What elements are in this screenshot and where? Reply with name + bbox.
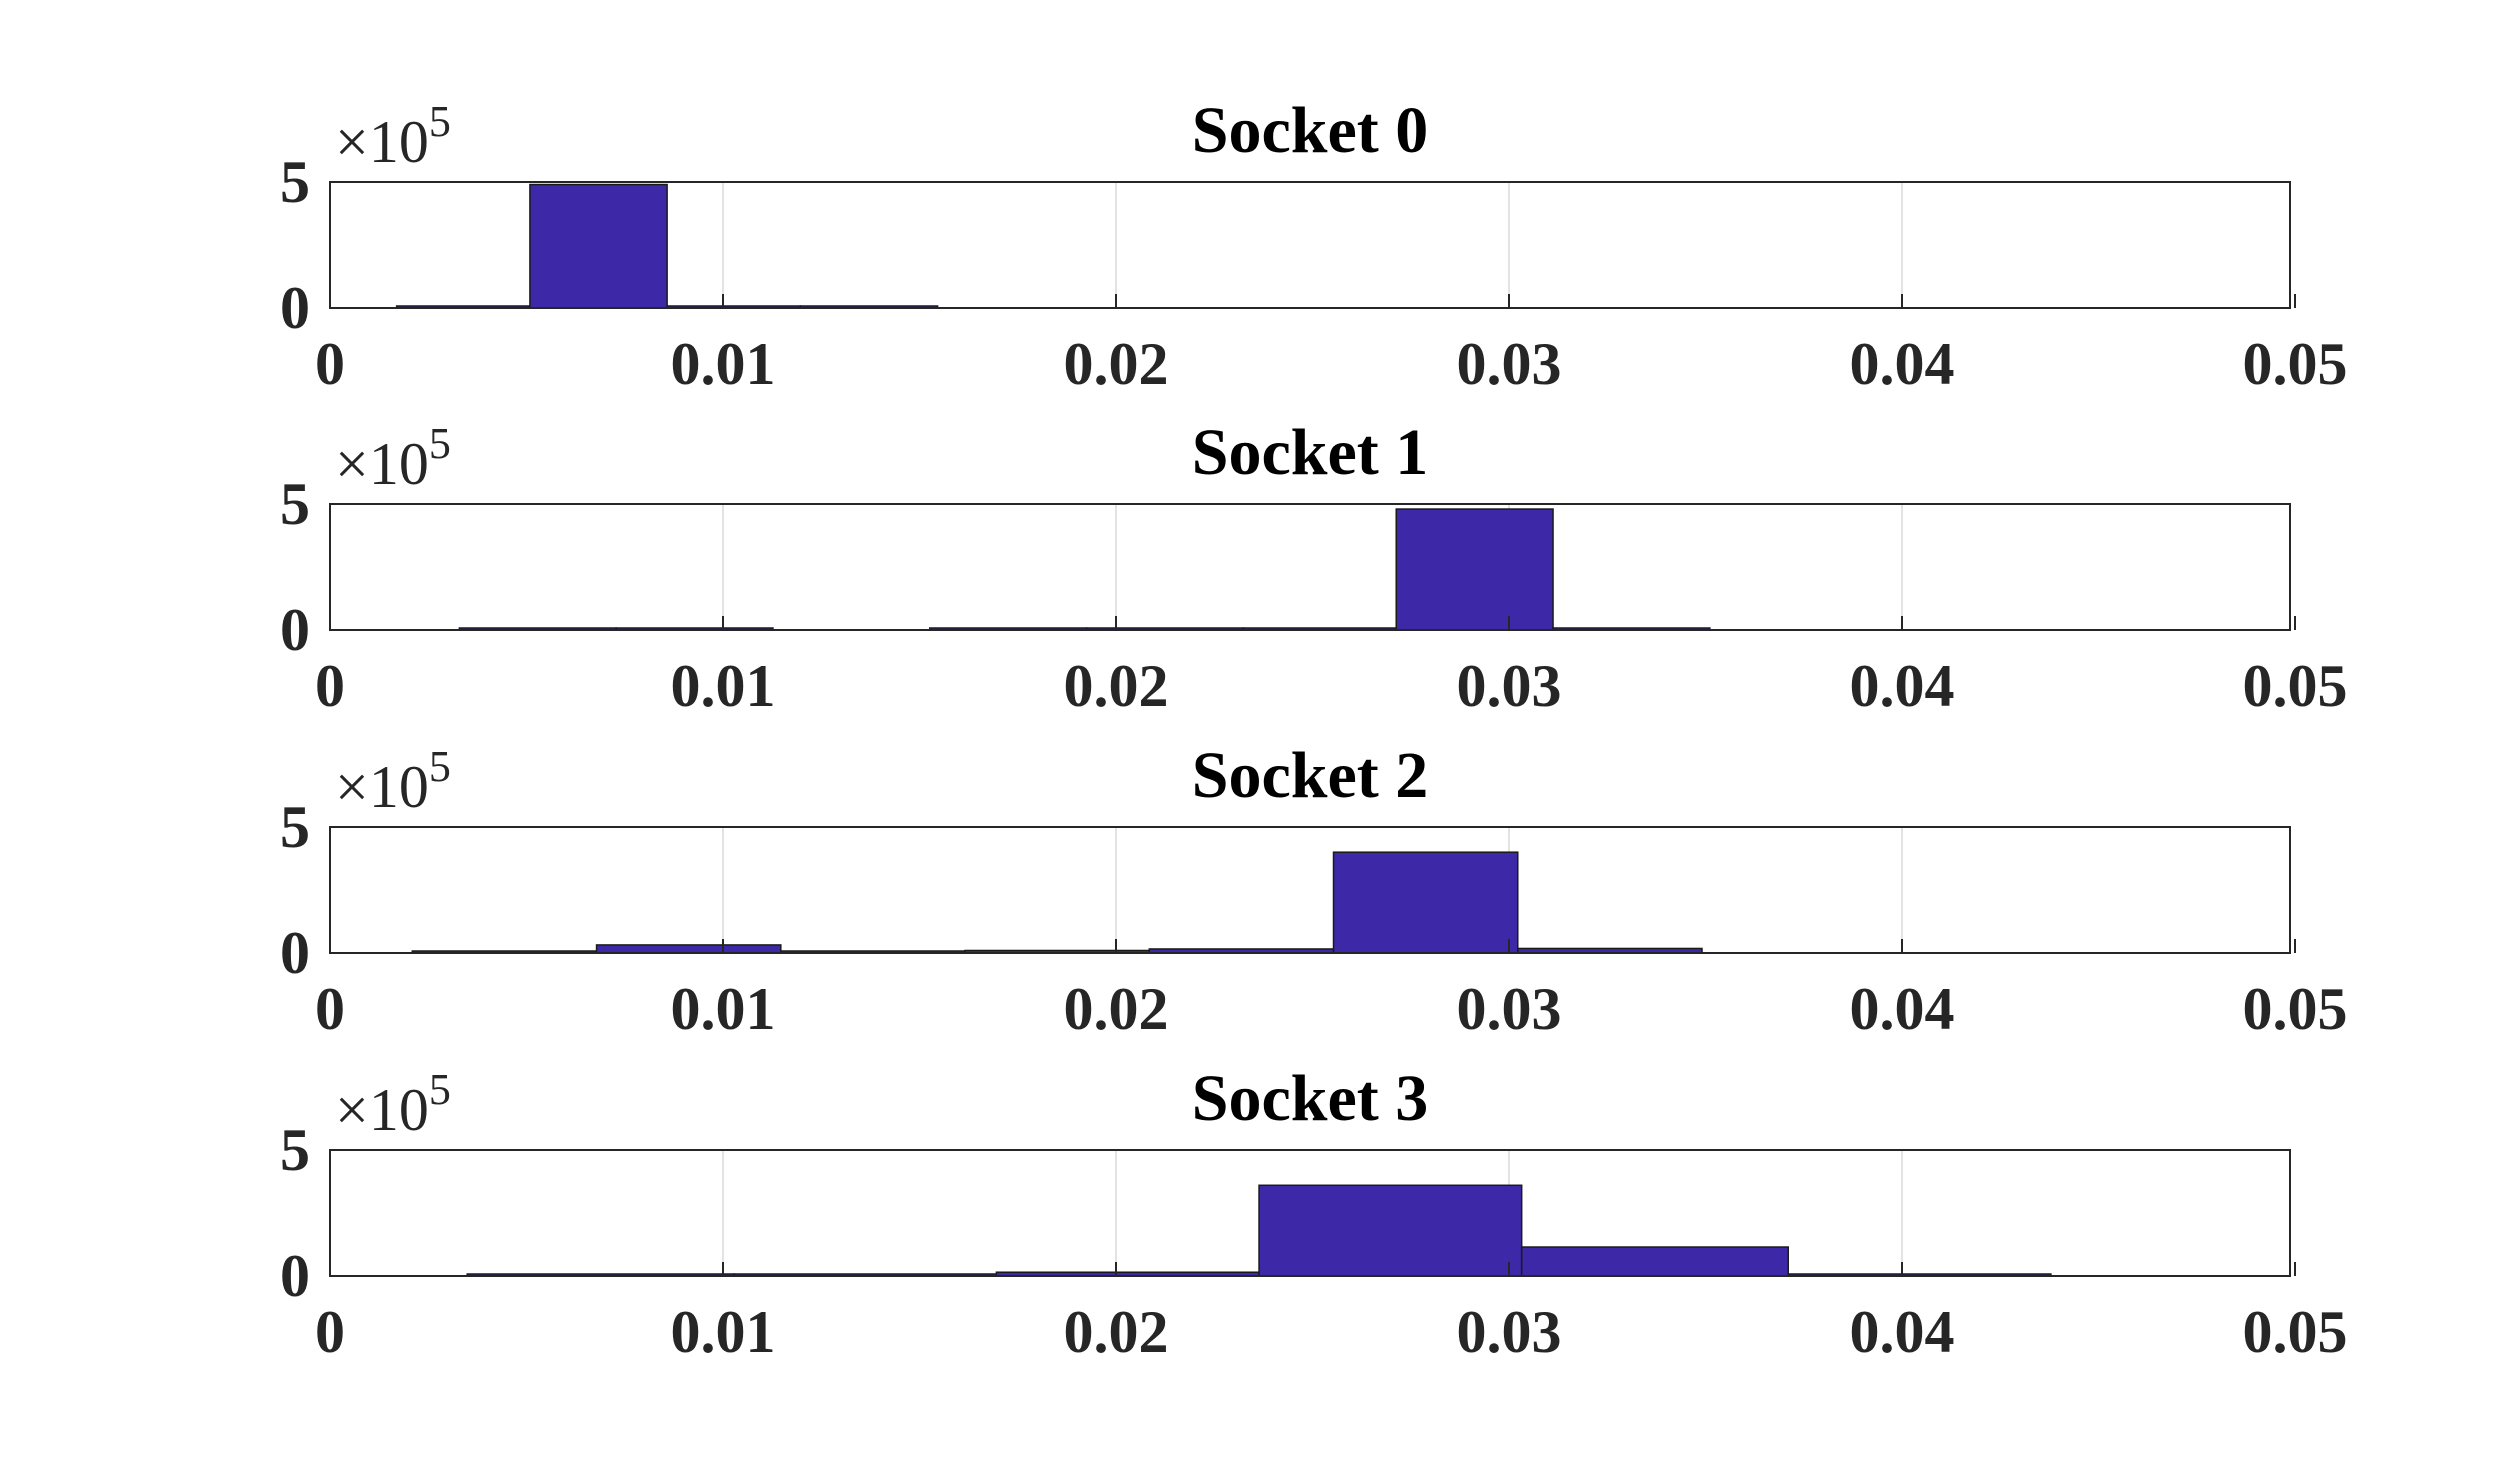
y-exponent-label: ×105 — [335, 419, 451, 497]
y-exponent-base: ×10 — [335, 754, 429, 820]
x-tick-label: 0.02 — [1064, 331, 1169, 397]
x-tick-label: 0.03 — [1457, 1299, 1562, 1365]
x-tick-label: 0.01 — [671, 1299, 776, 1365]
histogram-bar — [1332, 851, 1519, 954]
panel-title: Socket 2 — [1192, 739, 1428, 812]
y-exponent-power: 5 — [429, 419, 451, 468]
x-tick-label: 0 — [315, 653, 345, 719]
y-exponent-label: ×105 — [335, 1065, 451, 1143]
panel-title: Socket 0 — [1192, 94, 1428, 167]
y-tick-label: 0 — [280, 597, 310, 663]
x-tick-label: 0.01 — [671, 976, 776, 1042]
x-tick-label: 0.04 — [1850, 653, 1955, 719]
x-tick-label: 0.04 — [1850, 331, 1955, 397]
y-tick-label: 5 — [280, 471, 310, 537]
x-tick-label: 0.03 — [1457, 331, 1562, 397]
x-tick-label: 0.02 — [1064, 976, 1169, 1042]
y-exponent-label: ×105 — [335, 742, 451, 820]
x-tick-label: 0.05 — [2243, 1299, 2348, 1365]
y-tick-label: 0 — [280, 1243, 310, 1309]
x-tick-label: 0.05 — [2243, 653, 2348, 719]
y-exponent-power: 5 — [429, 1065, 451, 1114]
x-tick-label: 0 — [315, 331, 345, 397]
axes-frame — [329, 181, 2291, 309]
y-exponent-base: ×10 — [335, 1077, 429, 1143]
y-tick-label: 5 — [280, 1117, 310, 1183]
y-exponent-power: 5 — [429, 742, 451, 791]
x-tick-label: 0.02 — [1064, 653, 1169, 719]
axes-frame — [329, 1149, 2291, 1277]
y-tick-label: 0 — [280, 920, 310, 986]
axes-frame — [329, 826, 2291, 954]
panel-title: Socket 1 — [1192, 416, 1428, 489]
x-tick-label: 0 — [315, 1299, 345, 1365]
y-tick-label: 5 — [280, 149, 310, 215]
histogram-bar — [529, 183, 668, 309]
histogram-bar — [1520, 1246, 1789, 1277]
histogram-bar — [1258, 1184, 1523, 1277]
x-tick-label: 0.01 — [671, 331, 776, 397]
y-tick-label: 5 — [280, 794, 310, 860]
x-tick-label: 0.04 — [1850, 1299, 1955, 1365]
y-exponent-base: ×10 — [335, 109, 429, 175]
x-tick-label: 0.04 — [1850, 976, 1955, 1042]
histogram-bar — [595, 944, 782, 954]
x-tick-label: 0.03 — [1457, 976, 1562, 1042]
x-tick-label: 0.02 — [1064, 1299, 1169, 1365]
y-exponent-power: 5 — [429, 97, 451, 146]
plot-area — [330, 504, 2290, 630]
y-tick-label: 0 — [280, 275, 310, 341]
axes-frame — [329, 503, 2291, 631]
plot-area — [330, 827, 2290, 953]
panel-title: Socket 3 — [1192, 1062, 1428, 1135]
x-tick-label: 0.01 — [671, 653, 776, 719]
x-tick-label: 0.05 — [2243, 331, 2348, 397]
histogram-bar — [1395, 508, 1554, 631]
x-tick-label: 0.03 — [1457, 653, 1562, 719]
y-exponent-base: ×10 — [335, 431, 429, 497]
x-tick-label: 0 — [315, 976, 345, 1042]
y-exponent-label: ×105 — [335, 97, 451, 175]
x-tick-label: 0.05 — [2243, 976, 2348, 1042]
